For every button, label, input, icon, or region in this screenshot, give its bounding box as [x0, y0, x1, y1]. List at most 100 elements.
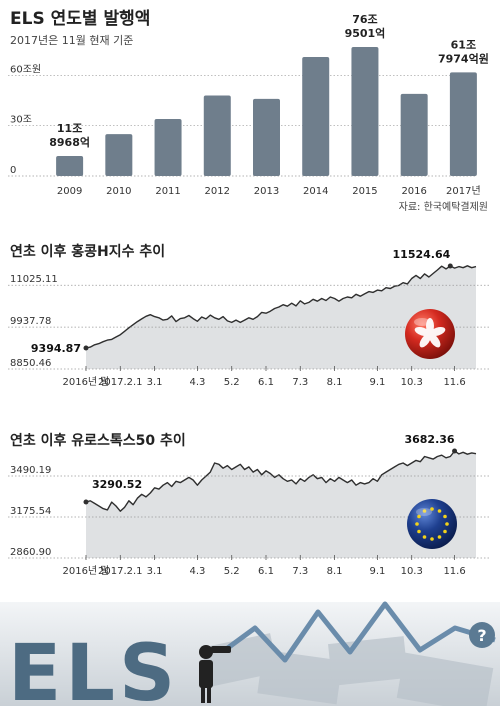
eu-star	[415, 522, 419, 526]
hong-kong-flag-icon	[405, 309, 455, 359]
x-tick-label: 3.1	[147, 377, 163, 388]
bar-x-tick-label: 2017년	[446, 185, 481, 197]
hscei-annotations: 9394.87 11524.64	[31, 248, 453, 355]
x-tick-label: 5.2	[224, 566, 240, 577]
bar-2017년	[449, 72, 477, 176]
x-tick-label: 4.3	[189, 377, 205, 388]
bar-x-tick-label: 2013	[254, 186, 279, 197]
bar-y-tick-label: 60조원	[10, 63, 41, 75]
bar-y-tick-label: 30조	[10, 115, 32, 126]
y-tick-label: 3175.54	[10, 506, 51, 517]
eu-star	[437, 509, 442, 513]
eu-flag-icon	[407, 499, 457, 549]
eurostoxx-chart-section: 연초 이후 유로스톡스50 추이 3490.19 3175.54 2860.90 2…	[8, 432, 490, 577]
eu-star	[422, 509, 427, 513]
bar-value-label: 61조	[451, 38, 476, 51]
eu-star	[443, 514, 447, 519]
y-tick-label: 9937.78	[10, 316, 51, 327]
eurostoxx-area	[85, 450, 477, 558]
x-tick-label: 10.3	[401, 377, 423, 388]
x-tick-label: 7.3	[292, 566, 308, 577]
eu-star	[417, 529, 421, 534]
bar-2014	[302, 56, 330, 177]
x-tick-label: 11.6	[443, 566, 465, 577]
point-value-label: 3682.36	[404, 433, 454, 446]
question-icon: ?	[469, 622, 495, 648]
annotated-point	[447, 263, 453, 269]
x-tick-label: 5.2	[224, 377, 240, 388]
bar-x-axis: 2009 2010 2011 2012 2013 2014 2015 2016 2017년	[57, 185, 481, 197]
hscei-area	[85, 265, 477, 369]
y-tick-label: 11025.11	[10, 274, 58, 285]
x-tick-label: 2017.2.1	[98, 566, 143, 577]
binoculars-person-icon	[199, 645, 231, 703]
bar-x-tick-label: 2014	[303, 186, 328, 197]
eurostoxx-chart-title: 연초 이후 유로스톡스50 추이	[10, 432, 186, 449]
bar-2015	[351, 47, 379, 176]
bar-x-tick-label: 2010	[106, 186, 131, 197]
y-tick-label: 3490.19	[10, 465, 51, 476]
banner-els-text: ELS	[8, 629, 179, 706]
bar-chart-section: ELS 연도별 발행액 2017년은 11월 현재 기준 0 30조 60조원 20…	[8, 9, 489, 213]
x-tick-label: 6.1	[258, 377, 274, 388]
bar-2012	[203, 95, 231, 176]
svg-text:?: ?	[477, 626, 486, 645]
eu-star	[422, 535, 427, 539]
area-fill	[86, 265, 476, 369]
x-tick-label: 2017.2.1	[98, 377, 143, 388]
bar-2016	[400, 93, 428, 176]
x-tick-label: 11.6	[443, 377, 465, 388]
series-line	[85, 265, 477, 349]
y-tick-label: 2860.90	[10, 547, 51, 558]
point-value-label: 9394.87	[31, 342, 81, 355]
x-tick-label: 2016년 말	[62, 565, 109, 577]
x-tick-label: 10.3	[401, 566, 423, 577]
annotated-point	[83, 345, 89, 351]
eurostoxx-annotations: 3290.52 3682.36	[83, 433, 458, 505]
source-note: 자료: 한국예탁결제원	[399, 201, 488, 213]
bar-series	[56, 47, 477, 177]
hscei-chart-title: 연초 이후 홍콩H지수 추이	[10, 243, 165, 260]
bar-chart-subtitle: 2017년은 11월 현재 기준	[10, 34, 133, 47]
hscei-y-axis: 11025.11 9937.78 8850.46	[8, 274, 490, 370]
bar-value-label: 7974억원	[438, 51, 489, 65]
x-tick-label: 2016년 말	[62, 376, 109, 388]
annotated-point	[83, 499, 89, 505]
x-tick-label: 8.1	[327, 566, 343, 577]
x-tick-label: 4.3	[189, 566, 205, 577]
bar-2010	[105, 134, 133, 176]
bar-x-tick-label: 2015	[352, 186, 377, 197]
bar-2013	[253, 98, 280, 176]
point-value-label: 3290.52	[92, 478, 142, 491]
bar-x-tick-label: 2012	[205, 186, 230, 197]
eu-star	[445, 522, 449, 526]
x-tick-label: 6.1	[258, 566, 274, 577]
x-tick-label: 8.1	[327, 377, 343, 388]
bar-x-tick-label: 2016	[401, 186, 426, 197]
bar-value-label: 9501억	[345, 27, 386, 40]
annotated-point	[452, 448, 458, 454]
eu-star	[430, 537, 434, 541]
series-line	[85, 450, 477, 512]
point-value-label: 11524.64	[393, 248, 451, 261]
area-fill	[86, 451, 476, 558]
bar-2011	[154, 119, 182, 176]
bar-y-tick-label: 0	[10, 165, 16, 176]
bar-x-tick-label: 2009	[57, 186, 82, 197]
banner-trend-line	[223, 601, 496, 663]
y-tick-label: 8850.46	[10, 358, 51, 369]
bar-value-label: 8968억	[49, 136, 90, 149]
els-banner: ELS ?	[0, 601, 500, 710]
eu-star	[430, 507, 434, 511]
hscei-chart-section: 연초 이후 홍콩H지수 추이 11025.11 9937.78 8850.46 20…	[8, 243, 490, 388]
eu-star	[437, 535, 442, 539]
bar-2009	[56, 156, 84, 176]
eu-star	[443, 529, 447, 534]
bar-x-tick-label: 2011	[155, 186, 180, 197]
x-tick-label: 7.3	[292, 377, 308, 388]
